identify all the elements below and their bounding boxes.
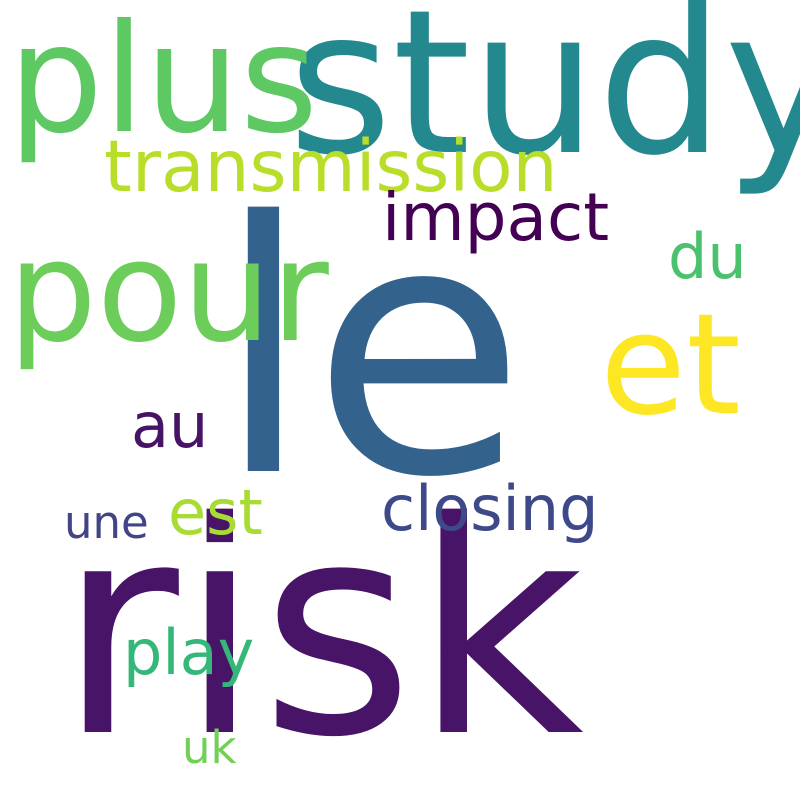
word-study: study	[288, 0, 800, 200]
word-uk: uk	[182, 721, 237, 774]
word-play: play	[123, 616, 255, 689]
word-risk: risk	[58, 460, 584, 800]
word-et: et	[600, 284, 742, 447]
word-au: au	[131, 389, 209, 462]
word-le: le	[215, 149, 526, 554]
word-transmission: transmission	[104, 125, 558, 208]
word-impact: impact	[382, 179, 610, 256]
word-closing: closing	[381, 472, 599, 545]
word-est: est	[168, 476, 263, 549]
word-plus: plus	[8, 0, 319, 167]
word-une: une	[64, 496, 149, 549]
word-du: du	[668, 220, 747, 293]
word-pour: pour	[8, 211, 329, 374]
